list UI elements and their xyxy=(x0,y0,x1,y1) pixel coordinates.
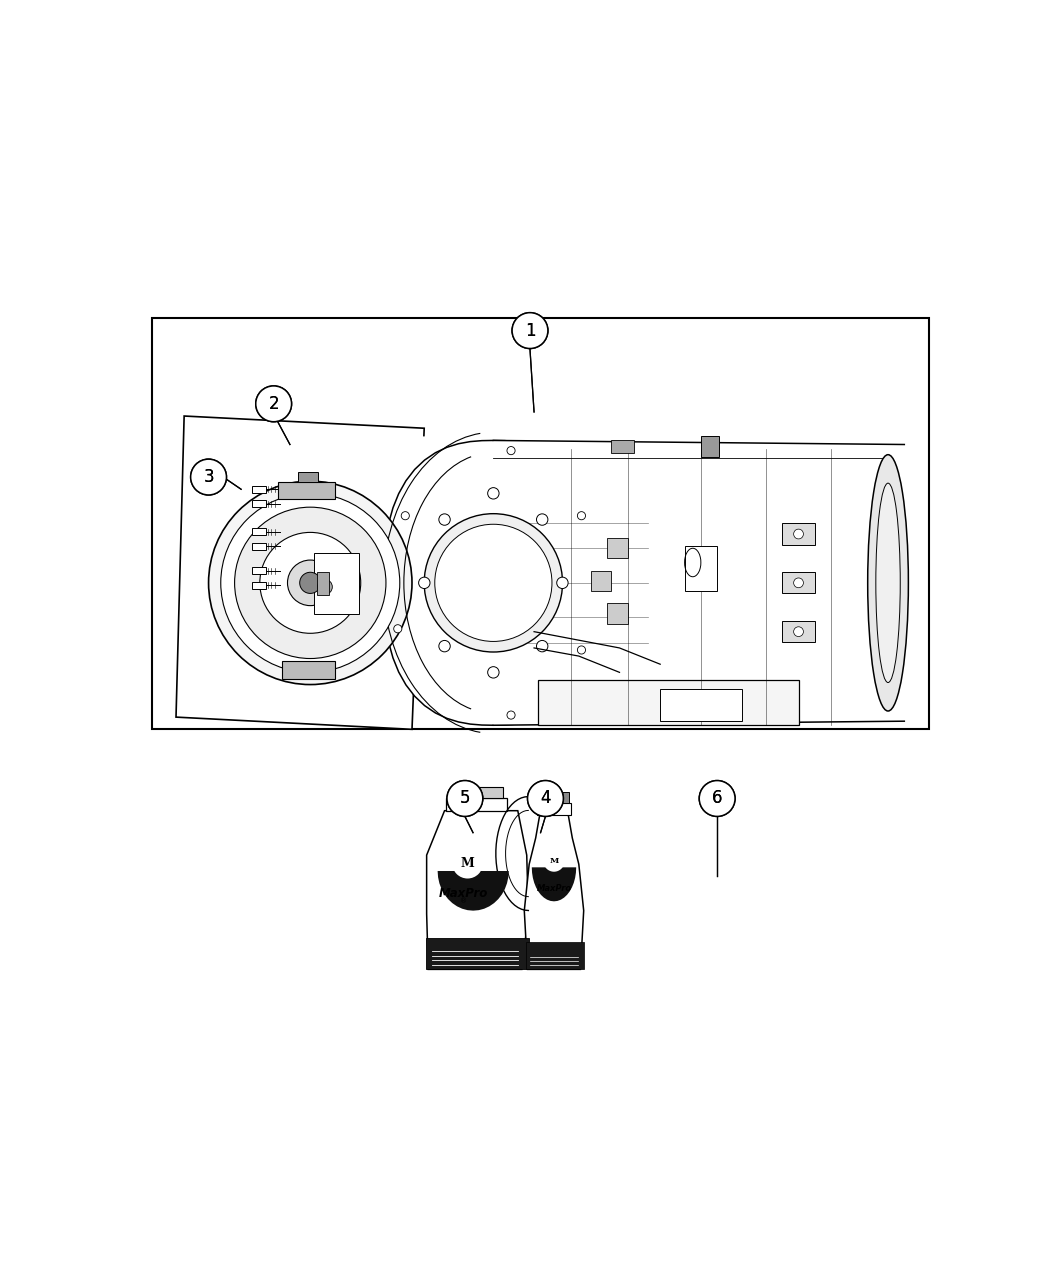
Bar xyxy=(252,500,266,507)
Text: MOPAR: MOPAR xyxy=(457,839,479,844)
Bar xyxy=(611,440,634,453)
Circle shape xyxy=(699,780,735,816)
Circle shape xyxy=(487,667,499,678)
Text: 1: 1 xyxy=(525,321,536,339)
Bar xyxy=(426,937,529,969)
Circle shape xyxy=(537,514,548,525)
Bar xyxy=(298,472,318,482)
Text: 5: 5 xyxy=(460,789,470,807)
Text: 4: 4 xyxy=(540,789,550,807)
Circle shape xyxy=(794,578,803,588)
Circle shape xyxy=(527,780,564,816)
Polygon shape xyxy=(383,440,604,725)
Circle shape xyxy=(299,572,321,593)
Bar xyxy=(446,798,507,811)
Circle shape xyxy=(794,529,803,539)
Bar xyxy=(539,792,569,802)
Bar xyxy=(538,802,571,815)
Bar xyxy=(151,319,929,729)
Circle shape xyxy=(556,578,568,589)
Ellipse shape xyxy=(867,455,908,711)
Circle shape xyxy=(507,711,516,719)
Bar xyxy=(782,572,815,593)
Circle shape xyxy=(259,533,361,634)
Bar xyxy=(450,787,503,798)
Bar xyxy=(252,486,266,492)
Ellipse shape xyxy=(876,483,900,682)
Circle shape xyxy=(435,524,552,641)
Polygon shape xyxy=(438,871,509,910)
Circle shape xyxy=(220,493,400,672)
Circle shape xyxy=(537,640,548,652)
Circle shape xyxy=(424,514,563,652)
Polygon shape xyxy=(176,416,424,729)
Circle shape xyxy=(453,848,483,878)
Circle shape xyxy=(209,481,412,685)
Circle shape xyxy=(447,780,483,816)
Bar xyxy=(782,621,815,643)
Circle shape xyxy=(234,507,386,658)
Text: M: M xyxy=(549,857,559,866)
Circle shape xyxy=(507,446,516,455)
Circle shape xyxy=(512,312,548,348)
Bar xyxy=(782,524,815,544)
Bar xyxy=(526,941,584,969)
Text: MaxPro: MaxPro xyxy=(439,886,488,900)
Circle shape xyxy=(439,640,450,652)
Polygon shape xyxy=(531,867,576,901)
Circle shape xyxy=(317,580,333,594)
Bar xyxy=(314,553,359,613)
Text: 5: 5 xyxy=(460,789,470,807)
Polygon shape xyxy=(524,815,584,969)
Circle shape xyxy=(288,560,333,606)
Circle shape xyxy=(394,625,402,632)
Text: 6: 6 xyxy=(712,789,722,807)
Text: ®: ® xyxy=(460,898,467,904)
Bar xyxy=(660,688,741,722)
Circle shape xyxy=(512,312,548,348)
Text: M: M xyxy=(461,857,475,870)
Text: 2: 2 xyxy=(269,395,279,413)
Text: MOPAR: MOPAR xyxy=(545,843,563,848)
Polygon shape xyxy=(426,811,528,969)
Bar xyxy=(277,482,335,500)
Circle shape xyxy=(256,386,292,422)
Text: 4: 4 xyxy=(540,789,550,807)
Bar xyxy=(591,571,611,592)
Circle shape xyxy=(439,514,450,525)
Bar xyxy=(685,546,717,592)
Circle shape xyxy=(447,780,483,816)
Circle shape xyxy=(191,459,227,495)
Circle shape xyxy=(699,780,735,816)
Circle shape xyxy=(419,578,430,589)
Circle shape xyxy=(578,511,586,520)
Bar xyxy=(701,436,719,456)
Circle shape xyxy=(578,646,586,654)
Circle shape xyxy=(544,850,565,872)
Text: 2: 2 xyxy=(269,395,279,413)
Bar xyxy=(252,543,266,550)
Bar xyxy=(281,662,335,680)
Circle shape xyxy=(256,386,292,422)
Text: MaxPro: MaxPro xyxy=(537,885,571,894)
Circle shape xyxy=(487,487,499,499)
Bar xyxy=(252,567,266,574)
Text: 3: 3 xyxy=(204,468,214,486)
Text: 3: 3 xyxy=(204,468,214,486)
Bar xyxy=(252,581,266,589)
Bar xyxy=(607,603,628,623)
Text: 6: 6 xyxy=(712,789,722,807)
Bar xyxy=(607,538,628,558)
Circle shape xyxy=(401,511,410,520)
Circle shape xyxy=(191,459,227,495)
Polygon shape xyxy=(494,440,888,725)
Polygon shape xyxy=(538,681,798,725)
Text: 1: 1 xyxy=(525,321,536,339)
Bar xyxy=(317,572,329,595)
Circle shape xyxy=(527,780,564,816)
Bar xyxy=(252,528,266,536)
Polygon shape xyxy=(420,436,912,717)
Circle shape xyxy=(794,627,803,636)
